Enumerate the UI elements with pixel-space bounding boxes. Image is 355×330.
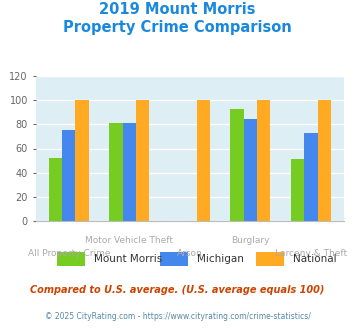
Bar (197, 100, 210, 221)
Text: National: National (293, 254, 337, 264)
Bar (109, 123, 123, 221)
Bar (257, 100, 271, 221)
Text: Arson: Arson (177, 249, 203, 258)
Bar (244, 119, 257, 221)
Text: Mount Morris: Mount Morris (94, 254, 162, 264)
Bar (49, 158, 62, 221)
Bar (318, 100, 331, 221)
Text: Property Crime Comparison: Property Crime Comparison (63, 20, 292, 35)
Bar (291, 159, 304, 221)
Text: Compared to U.S. average. (U.S. average equals 100): Compared to U.S. average. (U.S. average … (30, 285, 325, 295)
Text: Burglary: Burglary (231, 236, 270, 245)
Text: Michigan: Michigan (197, 254, 244, 264)
Text: All Property Crime: All Property Crime (28, 249, 110, 258)
Bar (62, 130, 76, 221)
Bar (304, 133, 318, 221)
Text: Motor Vehicle Theft: Motor Vehicle Theft (85, 236, 173, 245)
Bar (76, 100, 89, 221)
Text: Larceny & Theft: Larceny & Theft (275, 249, 347, 258)
Bar (123, 123, 136, 221)
Text: 2019 Mount Morris: 2019 Mount Morris (99, 2, 256, 16)
Bar (136, 100, 149, 221)
Text: © 2025 CityRating.com - https://www.cityrating.com/crime-statistics/: © 2025 CityRating.com - https://www.city… (45, 312, 310, 321)
Bar (230, 109, 244, 221)
